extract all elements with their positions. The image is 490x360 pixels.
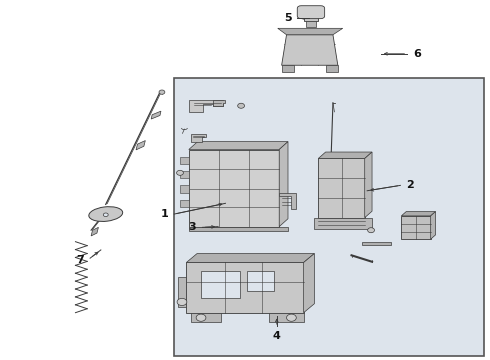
Polygon shape (270, 313, 304, 321)
Polygon shape (401, 216, 431, 239)
Polygon shape (180, 200, 189, 207)
Text: 6: 6 (414, 49, 421, 59)
Polygon shape (431, 212, 436, 239)
Text: 3: 3 (189, 222, 196, 232)
Ellipse shape (89, 207, 122, 221)
Circle shape (177, 298, 187, 306)
Polygon shape (282, 35, 338, 65)
FancyBboxPatch shape (297, 6, 325, 19)
Circle shape (159, 90, 165, 94)
Circle shape (238, 103, 245, 108)
Polygon shape (180, 157, 189, 164)
Text: 1: 1 (161, 209, 168, 219)
Polygon shape (189, 149, 279, 226)
Bar (247, 271, 274, 291)
Polygon shape (177, 277, 186, 307)
Polygon shape (191, 313, 220, 321)
Polygon shape (304, 253, 315, 313)
Bar (201, 271, 240, 298)
Circle shape (287, 314, 296, 321)
Bar (174, 78, 485, 356)
Polygon shape (365, 152, 372, 218)
Polygon shape (318, 158, 365, 218)
Polygon shape (180, 185, 189, 193)
Polygon shape (213, 100, 225, 107)
Polygon shape (189, 141, 288, 149)
Polygon shape (279, 193, 296, 209)
Polygon shape (180, 171, 189, 178)
Text: 4: 4 (273, 331, 281, 341)
Polygon shape (189, 226, 288, 231)
Polygon shape (278, 28, 343, 35)
Polygon shape (186, 253, 315, 262)
Circle shape (196, 314, 206, 321)
Polygon shape (304, 9, 318, 21)
Text: 5: 5 (284, 13, 292, 23)
Polygon shape (186, 262, 304, 313)
Polygon shape (326, 65, 338, 72)
Polygon shape (318, 152, 372, 158)
Polygon shape (282, 65, 294, 72)
Polygon shape (136, 140, 146, 150)
Polygon shape (189, 100, 223, 112)
Bar (362, 242, 391, 245)
Polygon shape (279, 141, 288, 226)
Circle shape (103, 213, 108, 217)
Polygon shape (306, 21, 316, 27)
Polygon shape (191, 134, 206, 141)
Polygon shape (315, 218, 372, 229)
Text: 7: 7 (76, 255, 84, 265)
Circle shape (176, 170, 183, 175)
Polygon shape (151, 111, 161, 119)
Circle shape (368, 228, 374, 233)
Polygon shape (401, 212, 436, 216)
Text: 2: 2 (406, 180, 414, 190)
Polygon shape (91, 227, 98, 236)
